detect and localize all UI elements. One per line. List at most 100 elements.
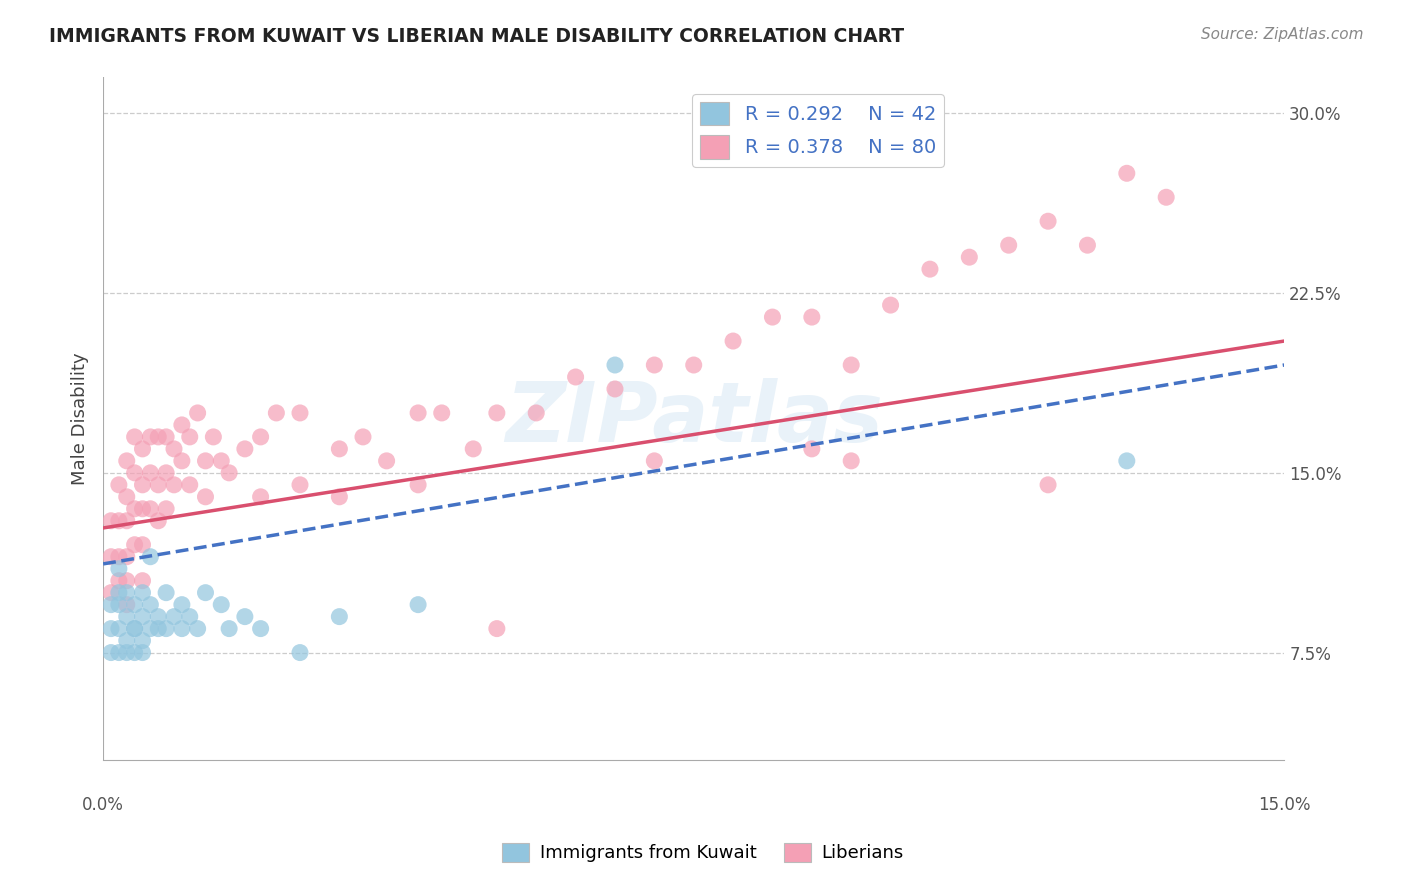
Point (139, 622, 162, 636)
Point (179, 478, 201, 492)
Point (249, 622, 271, 636)
Point (266, 406, 288, 420)
Point (194, 454, 217, 468)
Point (115, 574, 138, 588)
Point (139, 430, 162, 444)
Point (131, 538, 153, 552)
Point (218, 466, 240, 480)
Point (997, 238, 1019, 252)
Point (108, 574, 131, 588)
Point (139, 501, 162, 516)
Point (124, 430, 146, 444)
Point (249, 430, 271, 444)
Point (100, 598, 122, 612)
Point (352, 430, 374, 444)
Point (1115, 166, 1137, 180)
Point (485, 406, 508, 420)
Point (406, 406, 429, 420)
Point (328, 609, 350, 624)
Point (170, 454, 193, 468)
Point (131, 478, 153, 492)
Point (761, 310, 783, 324)
Point (139, 466, 162, 480)
Point (194, 585, 217, 599)
Point (170, 598, 193, 612)
Point (124, 622, 146, 636)
Point (1076, 238, 1098, 252)
Point (148, 430, 170, 444)
Point (179, 609, 201, 624)
Point (131, 609, 153, 624)
Point (485, 622, 508, 636)
Point (288, 478, 311, 492)
Point (131, 646, 153, 660)
Point (179, 430, 201, 444)
Point (218, 622, 240, 636)
Point (430, 406, 453, 420)
Point (328, 442, 350, 456)
Point (800, 442, 823, 456)
Point (328, 490, 350, 504)
Point (187, 622, 209, 636)
Point (170, 622, 193, 636)
Point (115, 646, 138, 660)
Point (131, 442, 153, 456)
Text: Source: ZipAtlas.com: Source: ZipAtlas.com (1201, 27, 1364, 42)
Point (148, 622, 170, 636)
Point (187, 406, 209, 420)
Point (155, 466, 177, 480)
Point (1036, 478, 1059, 492)
Point (124, 501, 146, 516)
Point (131, 574, 153, 588)
Point (108, 622, 131, 636)
Point (564, 370, 586, 384)
Point (800, 310, 823, 324)
Point (108, 646, 131, 660)
Point (115, 633, 138, 648)
Point (918, 262, 941, 277)
Point (131, 501, 153, 516)
Point (202, 430, 225, 444)
Point (288, 406, 311, 420)
Point (1154, 190, 1177, 204)
Point (108, 549, 131, 564)
Legend: R = 0.292    N = 42, R = 0.378    N = 80: R = 0.292 N = 42, R = 0.378 N = 80 (692, 94, 943, 167)
Point (233, 609, 256, 624)
Point (124, 598, 146, 612)
Point (115, 490, 138, 504)
Point (124, 622, 146, 636)
Legend: Immigrants from Kuwait, Liberians: Immigrants from Kuwait, Liberians (495, 836, 911, 870)
Point (721, 334, 744, 348)
Point (1115, 454, 1137, 468)
Point (139, 598, 162, 612)
Point (155, 585, 177, 599)
Point (209, 454, 232, 468)
Point (170, 417, 193, 432)
Point (115, 454, 138, 468)
Point (100, 646, 122, 660)
Point (108, 562, 131, 576)
Point (148, 514, 170, 528)
Point (879, 298, 901, 312)
Point (209, 598, 232, 612)
Point (100, 514, 122, 528)
Point (233, 442, 256, 456)
Point (406, 478, 429, 492)
Point (406, 598, 429, 612)
Point (839, 358, 862, 372)
Point (115, 514, 138, 528)
Point (115, 585, 138, 599)
Point (100, 549, 122, 564)
Point (163, 609, 186, 624)
Point (108, 514, 131, 528)
Point (124, 646, 146, 660)
Point (115, 598, 138, 612)
Text: 15.0%: 15.0% (1258, 797, 1310, 814)
Point (115, 609, 138, 624)
Text: ZIPatlas: ZIPatlas (505, 378, 883, 459)
Point (100, 585, 122, 599)
Point (163, 478, 186, 492)
Point (100, 622, 122, 636)
Point (1036, 214, 1059, 228)
Point (148, 609, 170, 624)
